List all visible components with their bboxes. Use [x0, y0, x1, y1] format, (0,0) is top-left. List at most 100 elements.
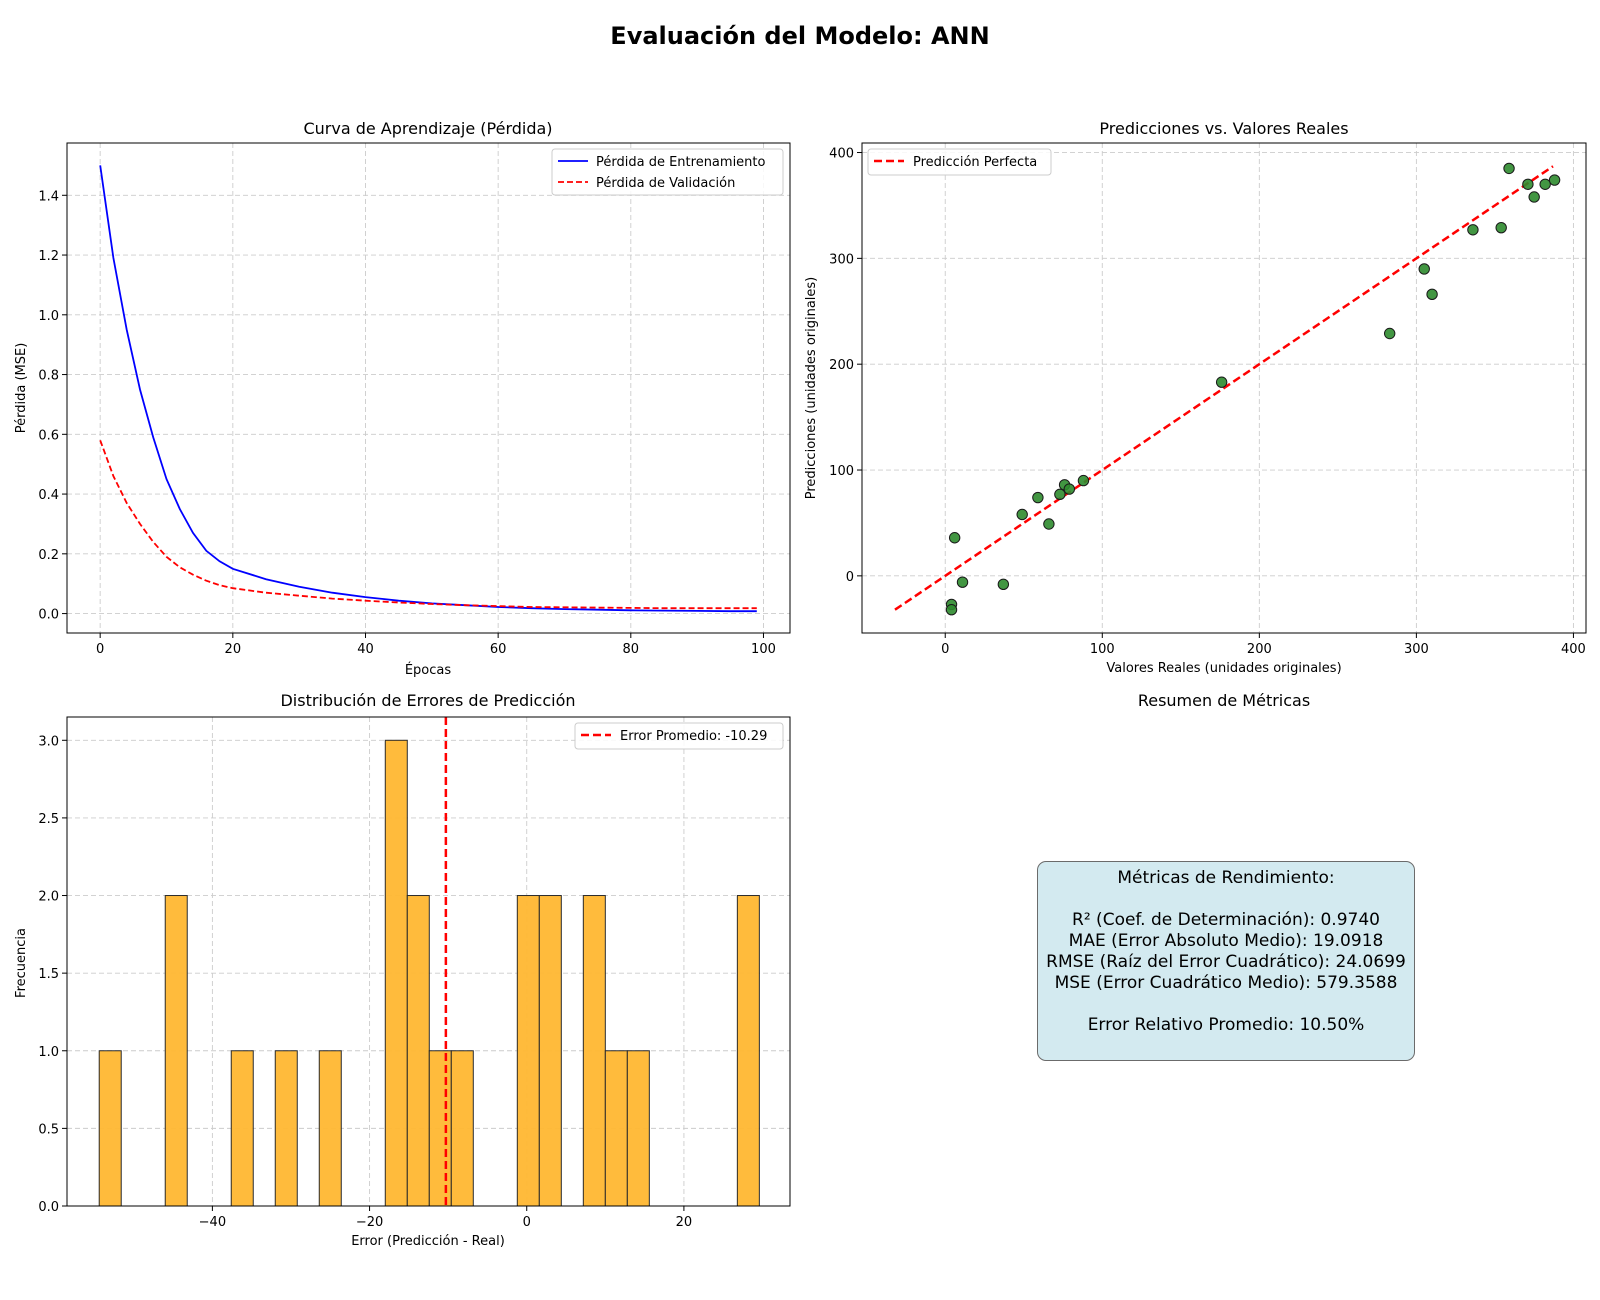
histogram-bar: [384, 739, 408, 1207]
scatter-title: Predicciones vs. Valores Reales: [1099, 119, 1348, 138]
scatter-point: [1215, 376, 1228, 388]
scatter-point: [956, 576, 969, 588]
learning-curve-title: Curva de Aprendizaje (Pérdida): [303, 119, 552, 138]
scatter-point: [1063, 483, 1076, 495]
histogram-ylabel: Frecuencia: [14, 928, 29, 998]
scatter-point: [1043, 518, 1055, 530]
scatter-panel: Predicciones vs. Valores Reales Valores …: [804, 119, 1587, 676]
histogram-bar: [582, 895, 606, 1207]
scatter-point: [1016, 508, 1028, 521]
histogram-bar: [406, 895, 430, 1207]
scatter-point: [1495, 221, 1507, 234]
histogram-bar: [450, 1050, 474, 1207]
histogram-ytick-label: 1.0: [38, 1045, 59, 1060]
metrics-heading: Métricas de Rendimiento:: [1117, 868, 1335, 888]
metric-rmse: RMSE (Raíz del Error Cuadrático): 24.069…: [1046, 952, 1406, 972]
metrics-spacer: [1038, 994, 1414, 1015]
scatter-point: [1467, 224, 1479, 236]
scatter-point: [1383, 327, 1396, 340]
scatter-ytick-label: 100: [829, 464, 854, 479]
learning-curve-legend: Pérdida de Entrenamiento Pérdida de Valid…: [551, 148, 784, 196]
histogram-bar: [164, 895, 188, 1207]
metric-r2: R² (Coef. de Determinación): 0.9740: [1072, 910, 1380, 930]
scatter-ylabel: Predicciones (unidades originales): [804, 277, 819, 500]
histogram-bar: [736, 895, 760, 1207]
learning-curve-ytick-label: 0.2: [38, 548, 59, 563]
legend-label: Pérdida de Validación: [596, 176, 735, 191]
scatter-point: [1528, 191, 1540, 203]
learning-curve-panel: Curva de Aprendizaje (Pérdida) Épocas Pé…: [14, 119, 791, 678]
histogram-bar: [604, 1050, 628, 1207]
scatter-ytick-label: 400: [829, 147, 854, 162]
legend-label: Error Promedio: -10.29: [620, 729, 767, 744]
learning-curve-xlabel: Épocas: [405, 662, 452, 678]
histogram-bar: [428, 1050, 452, 1207]
scatter-point: [1426, 288, 1438, 301]
histogram-xtick-label: 0: [523, 1215, 531, 1230]
legend-label: Predicción Perfecta: [913, 155, 1037, 170]
histogram-title: Distribución de Errores de Predicción: [280, 691, 575, 710]
scatter-grid: [862, 143, 1586, 633]
learning-curve-grid: [67, 143, 790, 633]
histogram-bar: [274, 1050, 298, 1207]
legend-box: [867, 148, 1052, 176]
learning-curve-ytick-label: 0.4: [38, 488, 59, 503]
histogram-bar: [98, 1050, 122, 1207]
learning-curve-xtick-label: 0: [96, 642, 104, 657]
learning-curve-xtick-label: 40: [357, 642, 374, 657]
scatter-xtick-label: 100: [1090, 642, 1115, 657]
metrics-panel-title: Resumen de Métricas: [1138, 691, 1310, 710]
learning-curve-xtick-label: 60: [490, 642, 507, 657]
figure-suptitle: Evaluación del Modelo: ANN: [610, 22, 989, 50]
series-line-training: [99, 165, 757, 613]
learning-curve-ytick-label: 1.4: [38, 189, 59, 204]
scatter-point: [1418, 263, 1430, 275]
learning-curve-xtick-label: 100: [751, 642, 776, 657]
scatter-point: [1548, 174, 1561, 186]
histogram-xlabel: Error (Predicción - Real): [351, 1234, 505, 1249]
scatter-frame: [861, 142, 1587, 634]
scatter-point: [1032, 491, 1044, 504]
histogram-xtick-label: −40: [199, 1215, 226, 1230]
legend-box: [574, 722, 784, 750]
histogram-ytick-label: 3.0: [38, 734, 59, 749]
learning-curve-ylabel: Pérdida (MSE): [14, 343, 29, 434]
learning-curve-ytick-label: 0.8: [38, 369, 59, 384]
learning-curve-ytick-label: 1.2: [38, 249, 59, 264]
legend-label: Pérdida de Entrenamiento: [596, 155, 766, 170]
scatter-point: [1522, 178, 1534, 190]
learning-curve-ytick-label: 0.6: [38, 428, 59, 443]
scatter-point: [945, 604, 958, 616]
metric-mse: MSE (Error Cuadrático Medio): 579.3588: [1054, 973, 1398, 993]
metrics-box: Métricas de Rendimiento: R² (Coef. de De…: [1037, 861, 1415, 1061]
histogram-frame: [66, 716, 791, 1207]
histogram-bar: [626, 1050, 650, 1207]
scatter-ytick-label: 200: [829, 358, 854, 373]
scatter-point: [1054, 488, 1066, 501]
learning-curve-ytick-label: 1.0: [38, 309, 59, 324]
histogram-bar: [318, 1050, 342, 1207]
scatter-xtick-label: 0: [941, 642, 949, 657]
histogram-legend: Error Promedio: -10.29: [574, 722, 784, 750]
metrics-spacer: [1038, 889, 1414, 910]
scatter-xtick-label: 200: [1247, 642, 1272, 657]
scatter-ytick-label: 0: [846, 570, 854, 585]
histogram-panel: Distribución de Errores de Predicción Er…: [14, 691, 791, 1249]
scatter-point: [1503, 162, 1515, 175]
metric-relative-error: Error Relativo Promedio: 10.50%: [1087, 1015, 1365, 1035]
scatter-legend: Predicción Perfecta: [867, 148, 1052, 176]
metric-mae: MAE (Error Absoluto Medio): 19.0918: [1068, 931, 1384, 951]
histogram-bar: [516, 895, 540, 1207]
scatter-point: [1539, 178, 1551, 190]
histogram-ytick-label: 0.5: [38, 1122, 59, 1137]
histogram-bar: [230, 1050, 254, 1207]
scatter-ytick-label: 300: [829, 252, 854, 267]
histogram-bar: [538, 895, 562, 1207]
legend-box: [551, 148, 784, 196]
scatter-xtick-label: 400: [1561, 642, 1586, 657]
perfect-prediction-line: [894, 165, 1554, 611]
histogram-ytick-label: 0.0: [38, 1200, 59, 1215]
histogram-ytick-label: 2.5: [38, 812, 59, 827]
histogram-ytick-label: 1.5: [38, 967, 59, 982]
